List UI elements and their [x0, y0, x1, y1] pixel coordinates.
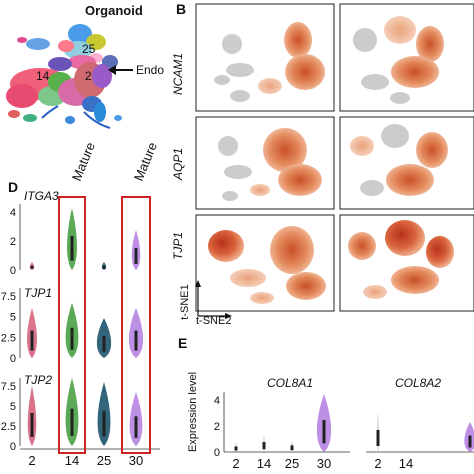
cluster-x-label-30: 30: [129, 453, 143, 468]
tsne-organoid-clusters: [6, 24, 122, 129]
violin-plots: [27, 208, 144, 446]
e-violin-col8a2-30-box: [468, 435, 472, 448]
e-x-labels: 2 14 25 30 2 14: [232, 456, 413, 471]
gene-label-tjp1: TJP1: [171, 232, 185, 260]
tsne-blobs-ncam1-organoid: [214, 22, 325, 102]
gene-label-aqp1: AQP1: [171, 148, 185, 181]
mature-label-30: Mature: [131, 140, 160, 183]
axis-label-tsne2: t-SNE2: [196, 315, 231, 327]
violin-row-1-cluster-2-box: [30, 330, 34, 351]
violin-y-tick: 5: [10, 401, 16, 413]
panel-a: Organoid 25: [6, 3, 164, 129]
panel-d: D ITGA3 TJP1 TJP2 Mature Mature 02402.55…: [1, 140, 160, 468]
violin-row-0-cluster-30-box: [134, 248, 138, 264]
mature-label-14: Mature: [69, 140, 98, 183]
e-x-label-col8a2-2: 2: [374, 456, 381, 471]
violin-y-tick: 7.5: [1, 381, 16, 393]
tsne-blobs-aqp1-organoid: [218, 128, 322, 201]
gene-label-itga3: ITGA3: [24, 189, 59, 203]
endo-arrowhead-icon: [108, 65, 116, 75]
e-violin-plots: [234, 394, 474, 452]
axis-label-expression-level: Expression level: [187, 372, 199, 452]
tsne-blobs-aqp1-tissue: [350, 124, 448, 196]
violin-y-tick: 7.5: [1, 291, 16, 303]
tsne-blobs-tjp1-tissue: [348, 220, 454, 299]
gene-label-col8a2: COL8A2: [395, 376, 441, 390]
violin-row-0-cluster-2-box: [30, 265, 34, 269]
violin-row-0-cluster-14-box: [70, 235, 74, 261]
arrow-label-endo: Endo: [136, 63, 164, 77]
violin-row-1-cluster-25-box: [102, 336, 106, 352]
gene-label-tjp2: TJP2: [24, 373, 52, 387]
violin-y-tick: 2: [10, 236, 16, 248]
panel-b: B: [171, 1, 474, 327]
cluster-x-label-2: 2: [28, 453, 35, 468]
tsne-tile-aqp1-organoid: [195, 116, 335, 210]
violin-row-0-cluster-25-box: [102, 265, 106, 269]
panel-e: E Expression level COL8A1 COL8A2 024 2 14…: [178, 335, 474, 471]
axis-label-tsne1: t-SNE1: [179, 284, 191, 319]
e-y-tick: 2: [214, 421, 220, 433]
e-x-label-14: 14: [257, 456, 271, 471]
panel-e-letter: E: [178, 335, 187, 351]
violin-y-tick: 2.5: [1, 332, 16, 344]
gene-label-ncam1: NCAM1: [171, 53, 185, 95]
cluster-label-25: 25: [82, 42, 96, 56]
e-violin-col8a2-2-box: [376, 430, 380, 446]
gene-label-col8a1: COL8A1: [267, 376, 313, 390]
e-x-label-2: 2: [232, 456, 239, 471]
e-x-label-25: 25: [285, 456, 299, 471]
panel-a-title: Organoid: [85, 3, 143, 18]
e-x-label-30: 30: [317, 456, 331, 471]
e-violin-col8a1-25-box: [290, 445, 294, 451]
violin-row-2-cluster-30-box: [134, 416, 138, 438]
violin-row-2-cluster-2-box: [30, 413, 34, 437]
violin-y-tick: 4: [10, 207, 16, 219]
gene-label-tjp1-violin: TJP1: [24, 286, 52, 300]
violin-y-tick: 5: [10, 312, 16, 324]
e-x-label-col8a2-14: 14: [399, 456, 413, 471]
e-violin-col8a1-2-box: [234, 446, 238, 451]
tsne-blobs-tjp1-organoid: [208, 226, 326, 304]
violin-y-tick: 2.5: [1, 421, 16, 433]
violin-row-1-cluster-14-box: [70, 327, 74, 350]
violin-y-tick: 0: [10, 353, 16, 365]
cluster-x-label-14: 14: [65, 453, 79, 468]
cluster-label-14: 14: [36, 69, 50, 83]
highlight-box-cluster-14: [58, 196, 86, 454]
violin-row-2-cluster-25-box: [102, 410, 106, 437]
e-y-ticks: 0 2 4: [214, 395, 220, 459]
violin-y-tick: 0: [10, 441, 16, 453]
panel-b-letter: B: [176, 1, 186, 17]
highlight-box-cluster-30: [121, 196, 151, 454]
violin-y-tick: 0: [10, 265, 16, 277]
violin-row-2-cluster-14-box: [70, 408, 74, 436]
e-y-tick: 0: [214, 447, 220, 459]
tsne-blobs-ncam1-tissue: [353, 16, 444, 104]
e-violin-col8a1-14-box: [262, 442, 266, 450]
violin-row-1-cluster-30-box: [134, 330, 138, 351]
violin-y-ticks: 0 2 4 0 2.5 5 7.5 0 2.5 5 7.5: [1, 204, 21, 453]
cluster-x-label-25: 25: [97, 453, 111, 468]
e-violin-col8a1-30-box: [322, 420, 326, 444]
panel-d-letter: D: [8, 179, 18, 195]
e-y-tick: 4: [214, 395, 220, 407]
violin-x-labels: 2 14 25 30: [28, 453, 143, 468]
cluster-label-2: 2: [85, 69, 92, 83]
